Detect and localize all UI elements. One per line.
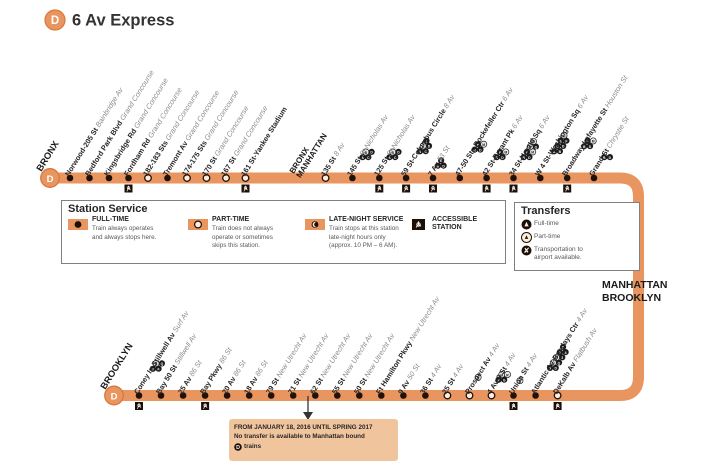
svg-text:D: D: [236, 445, 240, 451]
